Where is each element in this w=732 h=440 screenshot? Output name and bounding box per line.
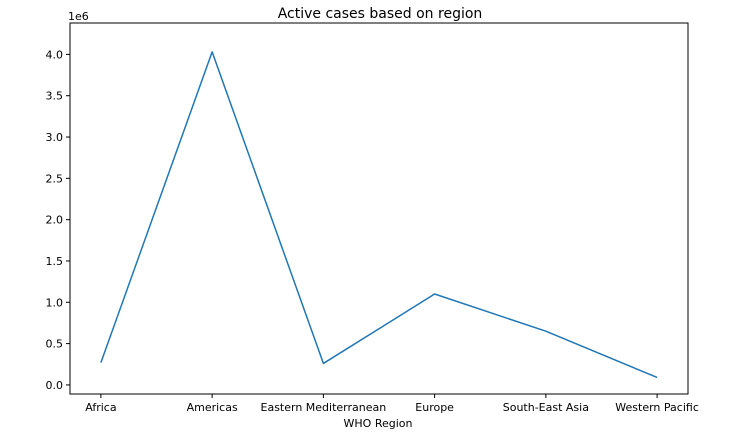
- y-tick-label: 0.0: [46, 379, 64, 392]
- x-tick-label: Europe: [415, 401, 454, 414]
- x-tick-label: Americas: [187, 401, 238, 414]
- y-tick-label: 1.0: [46, 296, 64, 309]
- y-tick-label: 4.0: [46, 48, 64, 61]
- x-axis-ticks: Africa Americas Eastern Mediterranean Europ…: [85, 394, 699, 414]
- series-line: [101, 52, 657, 378]
- y-tick-label: 2.0: [46, 214, 64, 227]
- y-tick-label: 3.0: [46, 131, 64, 144]
- y-axis-ticks: 0.0 0.5 1.0 1.5 2.0 2.5 3.0 3.5 4.0: [46, 48, 71, 392]
- chart-title: Active cases based on region: [278, 6, 483, 22]
- y-tick-label: 0.5: [46, 338, 64, 351]
- x-tick-label: Eastern Mediterranean: [261, 401, 387, 414]
- x-tick-label: Western Pacific: [615, 401, 699, 414]
- y-tick-label: 3.5: [46, 90, 64, 103]
- y-axis-offset-label: 1e6: [68, 10, 89, 23]
- plot-area: [70, 23, 688, 394]
- y-tick-label: 1.5: [46, 255, 64, 268]
- plot-frame: [70, 23, 688, 394]
- y-tick-label: 2.5: [46, 172, 64, 185]
- x-tick-label: South-East Asia: [503, 401, 589, 414]
- x-tick-label: Africa: [85, 401, 116, 414]
- x-axis-label: WHO Region: [344, 417, 413, 430]
